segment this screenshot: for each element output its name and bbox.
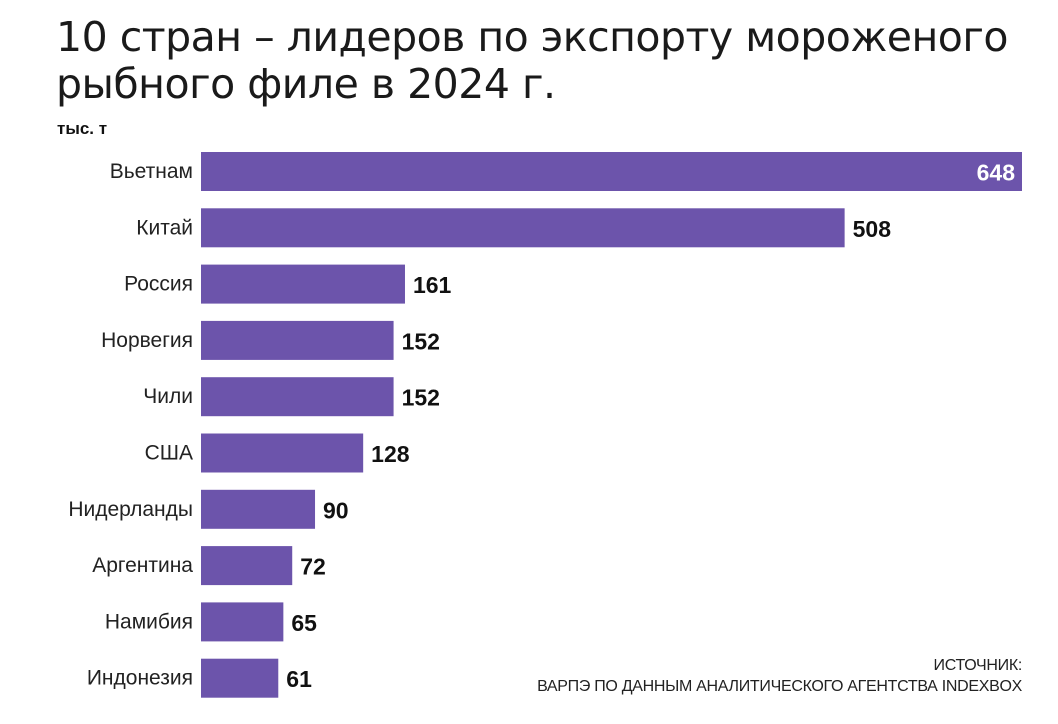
bar-row: Норвегия 152 bbox=[101, 320, 440, 360]
bar bbox=[201, 602, 284, 642]
bar bbox=[201, 546, 293, 586]
data-label: 128 bbox=[371, 441, 410, 467]
data-label: 90 bbox=[323, 497, 349, 523]
category-label: Вьетнам bbox=[110, 160, 193, 183]
category-label: Индонезия bbox=[87, 667, 193, 690]
bar-row: Вьетнам 648 bbox=[110, 152, 1022, 191]
source-text: ВАРПЭ ПО ДАННЫМ АНАЛИТИЧЕСКОГО АГЕНТСТВА… bbox=[537, 678, 1022, 695]
data-label: 161 bbox=[413, 272, 452, 298]
bar-row: Индонезия 61 bbox=[87, 658, 312, 698]
bar bbox=[201, 208, 845, 248]
bar-row: Намибия 65 bbox=[105, 602, 317, 642]
category-label: Норвегия bbox=[101, 329, 193, 352]
source-note: ИСТОЧНИК: ВАРПЭ ПО ДАННЫМ АНАЛИТИЧЕСКОГО… bbox=[537, 655, 1022, 697]
data-label: 61 bbox=[286, 666, 312, 692]
category-label: Китай bbox=[136, 216, 193, 239]
bar-row: США 128 bbox=[145, 433, 410, 473]
data-label: 152 bbox=[402, 385, 440, 411]
data-label: 152 bbox=[402, 328, 440, 354]
bar bbox=[201, 152, 1022, 191]
bar bbox=[201, 264, 405, 304]
category-label: Нидерланды bbox=[68, 498, 193, 521]
data-label: 508 bbox=[853, 216, 892, 242]
bar bbox=[201, 489, 316, 529]
chart-title-line-2: рыбного филе в 2024 г. bbox=[56, 60, 556, 108]
bar-row: Чили 152 bbox=[143, 377, 440, 417]
bar-row: Китай 508 bbox=[136, 208, 892, 248]
data-label: 648 bbox=[977, 160, 1016, 186]
bar-row: Аргентина 72 bbox=[92, 546, 326, 586]
source-label: ИСТОЧНИК: bbox=[933, 657, 1023, 674]
unit-label: тыс. т bbox=[57, 119, 108, 138]
chart-title: 10 стран – лидеров по экспорту мороженог… bbox=[56, 14, 1036, 108]
chart-title-line-1: 10 стран – лидеров по экспорту мороженог… bbox=[56, 13, 1009, 61]
data-label: 65 bbox=[291, 610, 317, 636]
category-label: США bbox=[145, 442, 193, 465]
bar bbox=[201, 433, 364, 473]
category-label: Россия bbox=[124, 273, 193, 296]
bar-row: Россия 161 bbox=[124, 264, 452, 304]
bar bbox=[201, 320, 394, 360]
data-label: 72 bbox=[300, 554, 326, 580]
bar bbox=[201, 377, 394, 417]
bar-row: Нидерланды 90 bbox=[68, 489, 349, 529]
category-label: Чили bbox=[143, 385, 193, 408]
category-label: Намибия bbox=[105, 610, 193, 633]
bar bbox=[201, 658, 279, 698]
category-label: Аргентина bbox=[92, 554, 193, 577]
